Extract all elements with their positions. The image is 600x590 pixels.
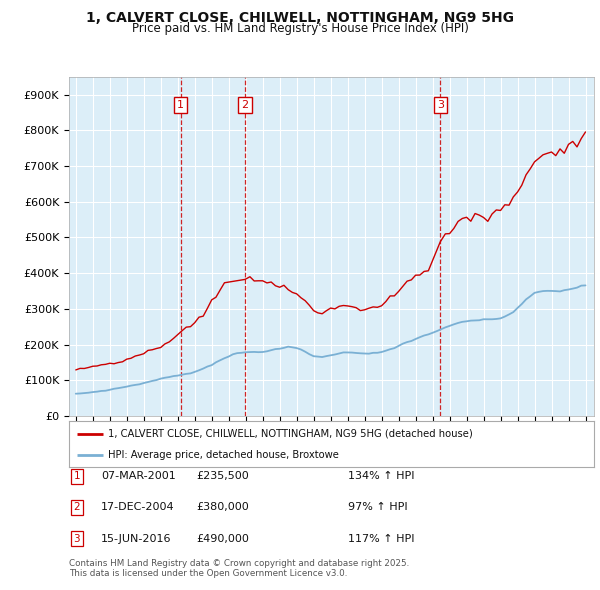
Text: 07-MAR-2001: 07-MAR-2001 bbox=[101, 471, 176, 481]
Text: This data is licensed under the Open Government Licence v3.0.: This data is licensed under the Open Gov… bbox=[69, 569, 347, 578]
Text: 1, CALVERT CLOSE, CHILWELL, NOTTINGHAM, NG9 5HG: 1, CALVERT CLOSE, CHILWELL, NOTTINGHAM, … bbox=[86, 11, 514, 25]
Text: 1, CALVERT CLOSE, CHILWELL, NOTTINGHAM, NG9 5HG (detached house): 1, CALVERT CLOSE, CHILWELL, NOTTINGHAM, … bbox=[109, 429, 473, 439]
Text: £380,000: £380,000 bbox=[196, 503, 249, 512]
Text: 2: 2 bbox=[73, 503, 80, 512]
Text: 1: 1 bbox=[177, 100, 184, 110]
Text: 117% ↑ HPI: 117% ↑ HPI bbox=[348, 534, 415, 543]
Text: 97% ↑ HPI: 97% ↑ HPI bbox=[348, 503, 407, 512]
Text: 17-DEC-2004: 17-DEC-2004 bbox=[101, 503, 175, 512]
Text: HPI: Average price, detached house, Broxtowe: HPI: Average price, detached house, Brox… bbox=[109, 450, 339, 460]
Text: 3: 3 bbox=[73, 534, 80, 543]
Text: £235,500: £235,500 bbox=[196, 471, 249, 481]
Text: 134% ↑ HPI: 134% ↑ HPI bbox=[348, 471, 415, 481]
Text: 15-JUN-2016: 15-JUN-2016 bbox=[101, 534, 172, 543]
Text: 3: 3 bbox=[437, 100, 444, 110]
Text: 1: 1 bbox=[73, 471, 80, 481]
Text: Price paid vs. HM Land Registry's House Price Index (HPI): Price paid vs. HM Land Registry's House … bbox=[131, 22, 469, 35]
Text: £490,000: £490,000 bbox=[196, 534, 249, 543]
Text: 2: 2 bbox=[241, 100, 248, 110]
Text: Contains HM Land Registry data © Crown copyright and database right 2025.: Contains HM Land Registry data © Crown c… bbox=[69, 559, 409, 568]
